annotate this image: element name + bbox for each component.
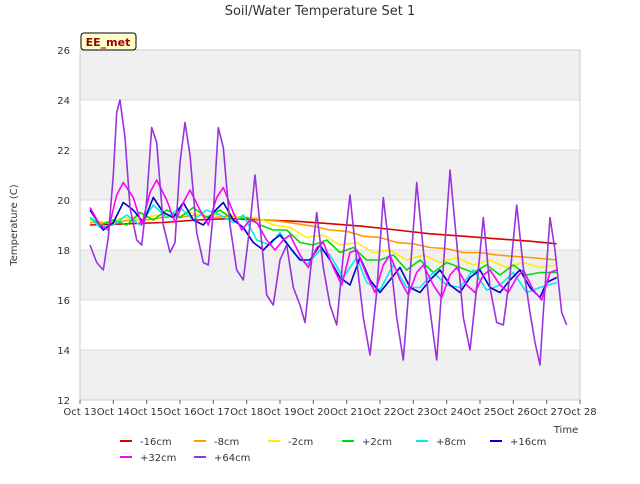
y-tick-label: 26: [57, 46, 70, 57]
x-tick-label: Oct 21: [330, 407, 363, 418]
grid-band: [80, 50, 580, 100]
y-tick-label: 16: [57, 296, 70, 307]
x-tick-label: Oct 13: [63, 407, 96, 418]
x-tick-label: Oct 18: [230, 407, 263, 418]
series-line: [89, 204, 557, 294]
series-line: [89, 99, 568, 366]
x-tick-label: Oct 17: [197, 407, 230, 418]
chart-title: Soil/Water Temperature Set 1: [225, 4, 416, 19]
station-tag-label: EE_met: [86, 36, 131, 49]
x-tick-label: Oct 24: [430, 407, 463, 418]
station-tag-box: [80, 32, 137, 51]
legend-label: -2cm: [288, 437, 313, 448]
x-tick-label: Oct 28: [563, 407, 596, 418]
x-tick-label: Oct 22: [363, 407, 396, 418]
alternating-grid-bands: [80, 50, 580, 400]
y-axis-label: Temperature (C): [9, 184, 20, 266]
plot-border: [79, 49, 581, 401]
legend-label: -16cm: [140, 437, 172, 448]
grid-band: [80, 350, 580, 400]
x-tick-label: Oct 25: [463, 407, 496, 418]
legend-label: +32cm: [140, 453, 176, 464]
y-tick-label: 12: [57, 396, 70, 407]
legend-label: +16cm: [510, 437, 546, 448]
series-lines: [89, 99, 568, 366]
series-line: [89, 179, 557, 301]
y-tick-label: 22: [57, 146, 70, 157]
plot-area-background: [79, 49, 581, 401]
y-tick-label: 20: [57, 196, 70, 207]
legend: -16cm -8cm -2cm +2cm +8cm +16cm +32cm +64cm: [120, 437, 546, 464]
y-tick-label: 14: [57, 346, 70, 357]
grid-lines: [79, 49, 581, 401]
x-tick-label: Oct 23: [397, 407, 430, 418]
x-tick-label: Oct 27: [530, 407, 563, 418]
x-tick-label: Oct 14: [97, 407, 130, 418]
grid-band: [80, 150, 580, 200]
x-tick-label: Oct 16: [163, 407, 196, 418]
legend-label: +64cm: [214, 453, 250, 464]
station-tag: EE_met: [80, 32, 137, 51]
legend-label: +2cm: [362, 437, 392, 448]
series-line: [89, 196, 558, 299]
y-tick-label: 18: [57, 246, 70, 257]
y-axis-ticks: 12 14 16 18 20 22 24 26: [57, 46, 70, 407]
x-tick-label: Oct 20: [297, 407, 330, 418]
x-tick-label: Oct 19: [263, 407, 296, 418]
x-axis-label: Time: [553, 425, 578, 436]
x-axis-ticks: Oct 13 Oct 14 Oct 15 Oct 16 Oct 17 Oct 18 Oct …: [63, 400, 597, 418]
x-tick-label: Oct 15: [130, 407, 163, 418]
x-tick-label: Oct 26: [497, 407, 530, 418]
legend-label: +8cm: [436, 437, 466, 448]
y-tick-label: 24: [57, 96, 70, 107]
legend-label: -8cm: [214, 437, 239, 448]
